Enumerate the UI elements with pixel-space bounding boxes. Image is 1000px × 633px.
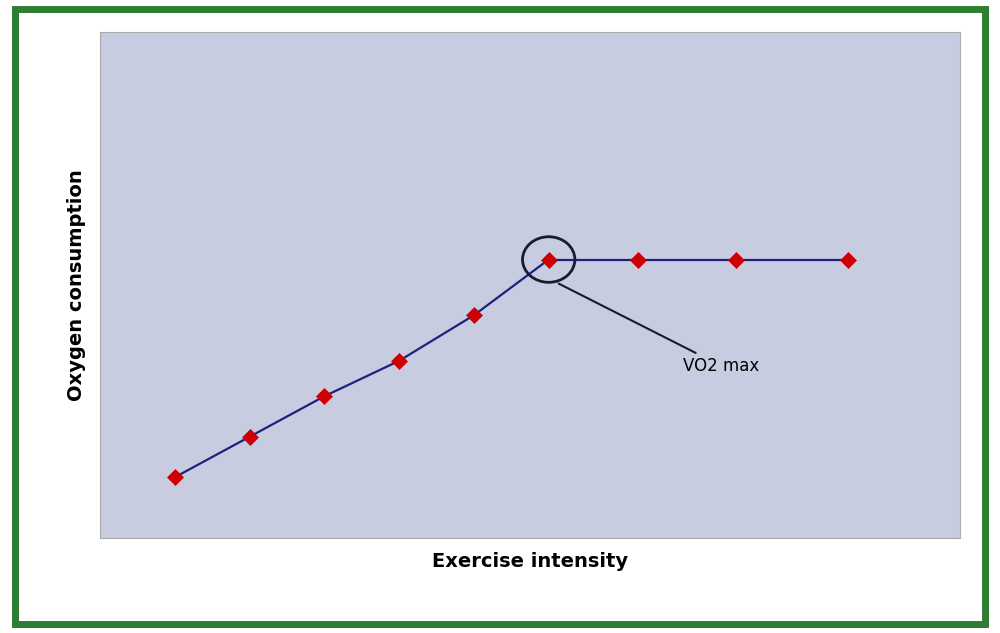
Text: VO2 max: VO2 max [559,284,760,375]
X-axis label: Exercise intensity: Exercise intensity [432,552,628,571]
Y-axis label: Oxygen consumption: Oxygen consumption [67,169,86,401]
